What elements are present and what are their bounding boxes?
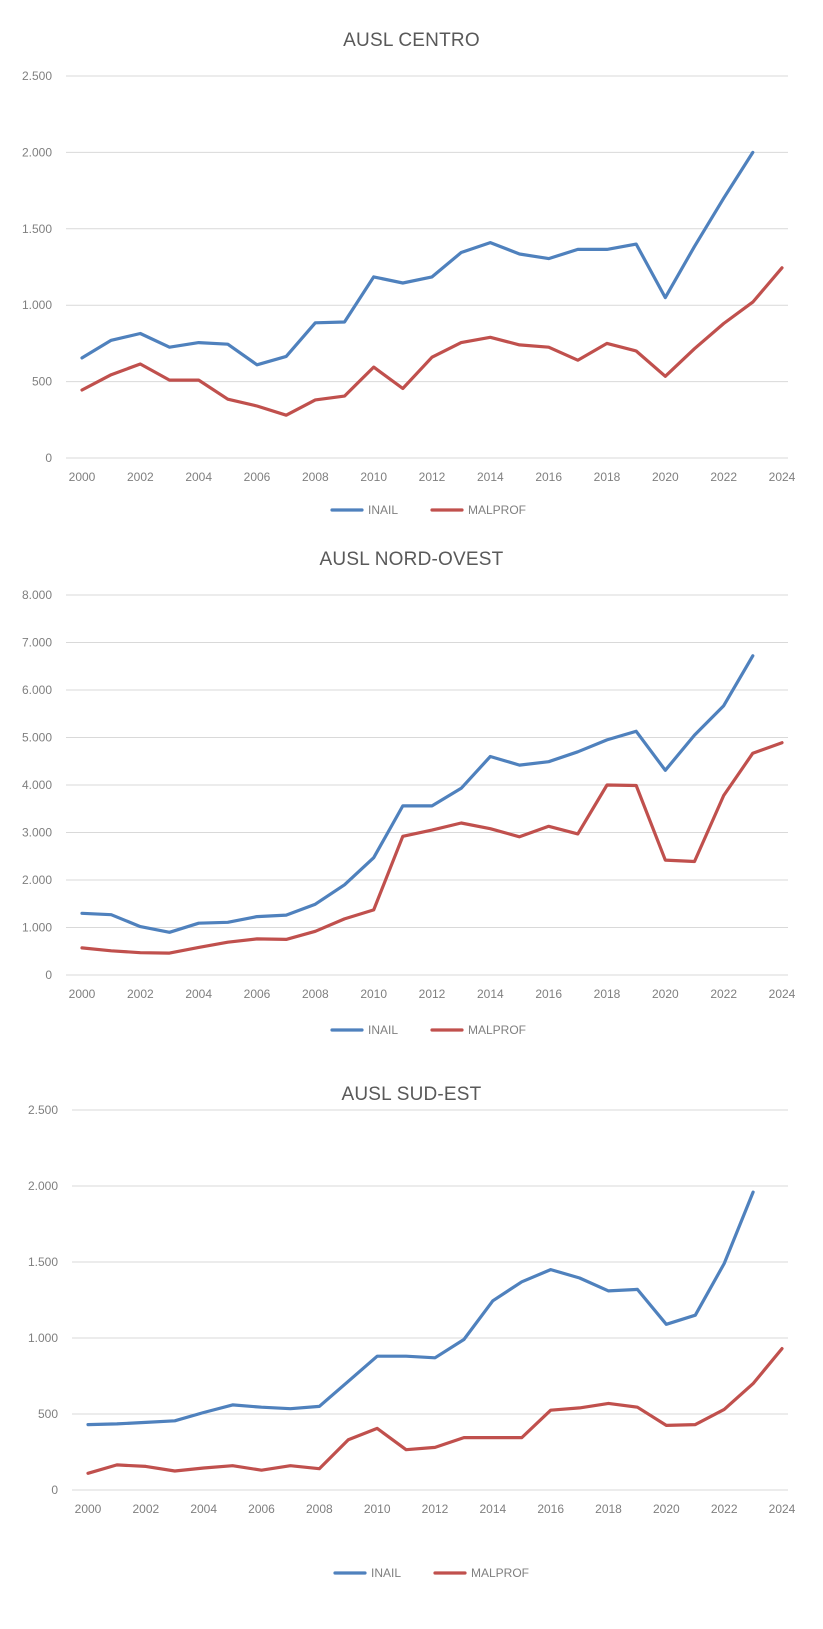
x-tick-label: 2016 <box>537 1502 564 1516</box>
y-tick-label: 1.500 <box>22 222 52 236</box>
y-tick-label: 2.000 <box>22 145 52 159</box>
x-tick-label: 2016 <box>535 470 562 484</box>
x-tick-label: 2008 <box>302 987 329 1001</box>
legend-label-inail: INAIL <box>371 1566 401 1580</box>
x-tick-label: 2004 <box>185 470 212 484</box>
x-tick-label: 2000 <box>69 987 96 1001</box>
series-line-inail <box>80 150 755 367</box>
x-tick-label: 2006 <box>244 987 271 1001</box>
legend-label-malprof: MALPROF <box>468 503 526 517</box>
series-line-inail <box>86 1190 755 1427</box>
series-line-malprof <box>86 1347 784 1475</box>
chart-title: AUSL CENTRO <box>343 30 480 51</box>
x-tick-label: 2010 <box>360 987 387 1001</box>
chart-ausl-centro: AUSL CENTRO 0 500 1.000 1.500 2.000 2.500 2000… <box>0 0 823 525</box>
chart-plot: 0 1.000 2.000 3.000 4.000 5.000 6.000 7.000 8.00… <box>22 588 796 1037</box>
x-tick-label: 2008 <box>306 1502 333 1516</box>
x-tick-label: 2016 <box>535 987 562 1001</box>
x-tick-label: 2018 <box>594 470 621 484</box>
y-tick-label: 0 <box>51 1483 58 1497</box>
x-tick-label: 2008 <box>302 470 329 484</box>
chart-ausl-sud-est: AUSL SUD-EST 0 500 1.000 1.500 2.000 2.500 200… <box>0 1050 823 1629</box>
x-tick-label: 2002 <box>127 470 154 484</box>
chart-plot: 0 500 1.000 1.500 2.000 2.500 2000 2002 2004 2006… <box>28 1103 796 1580</box>
y-tick-label: 4.000 <box>22 778 52 792</box>
series-line-inail <box>80 654 755 934</box>
y-tick-label: 500 <box>32 375 52 389</box>
x-tick-label: 2022 <box>711 1502 738 1516</box>
x-tick-label: 2020 <box>652 470 679 484</box>
legend-label-malprof: MALPROF <box>468 1023 526 1037</box>
x-tick-label: 2006 <box>248 1502 275 1516</box>
y-tick-label: 2.000 <box>22 873 52 887</box>
y-tick-label: 1.500 <box>28 1255 58 1269</box>
chart-plot: 0 500 1.000 1.500 2.000 2.500 2000 2002 2004 2006… <box>22 69 796 517</box>
y-tick-label: 1.000 <box>22 298 52 312</box>
x-tick-label: 2014 <box>477 987 504 1001</box>
x-tick-label: 2014 <box>479 1502 506 1516</box>
x-tick-label: 2000 <box>69 470 96 484</box>
series-line-malprof <box>80 741 784 955</box>
x-tick-label: 2004 <box>185 987 212 1001</box>
x-tick-label: 2010 <box>364 1502 391 1516</box>
x-tick-label: 2018 <box>594 987 621 1001</box>
x-tick-label: 2004 <box>190 1502 217 1516</box>
y-tick-label: 6.000 <box>22 683 52 697</box>
x-tick-label: 2018 <box>595 1502 622 1516</box>
y-tick-label: 2.000 <box>28 1179 58 1193</box>
x-tick-label: 2012 <box>419 987 446 1001</box>
chart-title: AUSL NORD-OVEST <box>319 549 504 570</box>
x-tick-label: 2002 <box>132 1502 159 1516</box>
x-tick-label: 2022 <box>710 470 737 484</box>
chart-ausl-nord-ovest: AUSL NORD-OVEST 0 1.000 2.000 3.000 4.000 5.0… <box>0 525 823 1050</box>
chart-title: AUSL SUD-EST <box>341 1084 482 1105</box>
x-tick-label: 2010 <box>360 470 387 484</box>
y-tick-label: 2.500 <box>22 69 52 83</box>
x-tick-label: 2000 <box>75 1502 102 1516</box>
y-tick-label: 0 <box>45 968 52 982</box>
y-tick-label: 1.000 <box>28 1331 58 1345</box>
x-tick-label: 2002 <box>127 987 154 1001</box>
legend-label-inail: INAIL <box>368 503 398 517</box>
y-tick-label: 500 <box>38 1407 58 1421</box>
x-tick-label: 2024 <box>769 987 796 1001</box>
x-tick-label: 2012 <box>422 1502 449 1516</box>
y-tick-label: 0 <box>45 451 52 465</box>
x-tick-label: 2012 <box>419 470 446 484</box>
x-tick-label: 2006 <box>244 470 271 484</box>
x-tick-label: 2024 <box>769 470 796 484</box>
y-tick-label: 7.000 <box>22 636 52 650</box>
x-tick-label: 2024 <box>769 1502 796 1516</box>
y-tick-label: 8.000 <box>22 588 52 602</box>
y-tick-label: 5.000 <box>22 731 52 745</box>
x-tick-label: 2014 <box>477 470 504 484</box>
x-tick-label: 2022 <box>710 987 737 1001</box>
series-line-malprof <box>80 266 784 417</box>
x-tick-label: 2020 <box>652 987 679 1001</box>
x-tick-label: 2020 <box>653 1502 680 1516</box>
legend-label-inail: INAIL <box>368 1023 398 1037</box>
legend-label-malprof: MALPROF <box>471 1566 529 1580</box>
y-tick-label: 2.500 <box>28 1103 58 1117</box>
y-tick-label: 3.000 <box>22 826 52 840</box>
y-tick-label: 1.000 <box>22 921 52 935</box>
